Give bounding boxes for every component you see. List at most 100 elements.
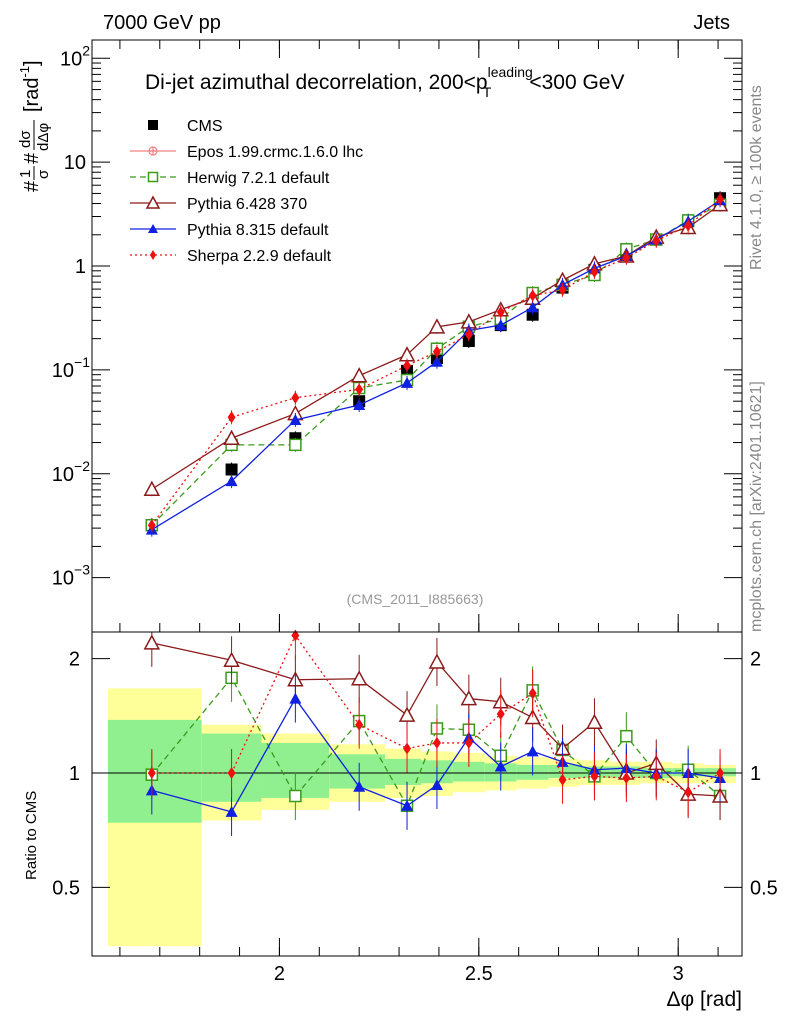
data-point — [428, 318, 446, 334]
ratio-point — [460, 689, 478, 706]
legend-entry: Epos 1.99.crmc.1.6.0 lhc — [130, 144, 363, 161]
analysis-tag: (CMS_2011_I885663) — [347, 591, 484, 607]
data-point — [558, 283, 567, 296]
ratio-point — [590, 770, 599, 783]
data-point — [355, 383, 364, 396]
axes-layer: 102 10 1 10−1 10−2 10−3 2 2 1 1 0.5 0.5 2 2.5 3 — [52, 40, 778, 985]
ratio-point — [147, 767, 156, 780]
y-tick-label: 102 — [60, 42, 90, 70]
legend-label: Herwig 7.2.1 default — [187, 170, 330, 187]
legend-label: Pythia 6.428 370 — [187, 196, 307, 213]
data-point — [496, 306, 505, 319]
ratio-point — [496, 707, 505, 720]
data-point — [403, 359, 412, 372]
data-point — [494, 319, 507, 331]
legend-label: Epos 1.99.crmc.1.6.0 lhc — [187, 144, 363, 161]
data-point — [147, 519, 156, 532]
ratio-tick-label: 2 — [69, 649, 80, 671]
ratio-band-inner — [548, 764, 579, 779]
legend-marker — [145, 195, 161, 209]
svg-text:#: # — [21, 152, 43, 164]
ratio-band-inner — [452, 761, 485, 782]
data-point — [350, 367, 368, 383]
series-sherpa — [147, 192, 725, 533]
ratio-point — [291, 629, 300, 642]
x-tick-label: 3 — [673, 963, 684, 985]
ratio-point — [289, 692, 302, 704]
ratio-point — [225, 805, 238, 817]
data-point — [652, 234, 661, 247]
y-tick-label: 10 — [64, 152, 86, 174]
legend-entry: Herwig 7.2.1 default — [130, 170, 330, 187]
legend-entry: Pythia 6.428 370 — [130, 195, 307, 213]
data-point — [464, 328, 473, 341]
data-point — [430, 355, 443, 367]
ratio-point — [355, 718, 364, 731]
ratio-tick-label-right: 0.5 — [750, 877, 778, 899]
ratio-point — [528, 687, 537, 700]
ratio-uncertainty-bands — [92, 688, 742, 947]
ratio-point — [432, 736, 441, 749]
data-point — [143, 480, 161, 497]
ratio-point — [586, 713, 603, 730]
ratio-point — [684, 786, 693, 799]
ratio-point — [494, 760, 507, 772]
ratio-tick-label: 0.5 — [52, 877, 80, 899]
data-point — [716, 193, 725, 206]
mcplots-site-text: mcplots.cern.ch [arXiv:2401.10621] — [748, 381, 765, 632]
data-point — [353, 398, 366, 410]
data-point — [223, 429, 240, 445]
ratio-axis-label: Ratio to CMS — [23, 791, 40, 880]
legend: CMS Epos 1.99.crmc.1.6.0 lhc Herwig 7.2.1 … — [130, 118, 363, 265]
legend-entry: CMS — [148, 118, 223, 135]
ratio-point — [620, 729, 633, 743]
ratio-series-sherpa — [147, 629, 725, 817]
ratio-point — [353, 780, 366, 792]
ratio-point — [622, 772, 631, 785]
data-point — [225, 475, 238, 487]
rivet-version-text: Rivet 4.1.0, ≥ 100k events — [748, 85, 765, 270]
legend-label: Pythia 8.315 default — [187, 222, 329, 239]
y-tick-label: 10−3 — [52, 562, 90, 590]
ratio-point — [526, 745, 539, 757]
ratio-point — [227, 767, 236, 780]
legend-marker — [147, 171, 159, 183]
ratio-point — [398, 706, 416, 722]
ratio-point — [223, 651, 240, 668]
data-point — [225, 463, 238, 476]
data-point — [684, 219, 693, 232]
y-tick-label: 1 — [75, 256, 86, 278]
legend-marker — [148, 224, 158, 233]
ratio-point — [558, 773, 567, 786]
plot-title: Di-jet azimuthal decorrelation, 200<plea… — [145, 64, 624, 100]
y-axis-label: # 1 σ # dσ dΔφ [rad-1] — [17, 60, 52, 192]
main-series-layer — [143, 191, 729, 537]
legend-entry: Sherpa 2.2.9 default — [130, 248, 332, 265]
legend-marker — [150, 250, 156, 260]
data-point — [227, 411, 236, 424]
data-point — [291, 391, 300, 404]
svg-text:dΔφ: dΔφ — [35, 123, 52, 151]
legend-entry: Pythia 8.315 default — [130, 222, 329, 239]
legend-marker — [148, 120, 158, 130]
data-point — [526, 301, 539, 313]
data-point — [401, 376, 414, 388]
legend-marker — [148, 146, 158, 156]
data-point — [622, 251, 631, 264]
ratio-point — [716, 767, 725, 780]
svg-text:#: # — [21, 180, 43, 192]
ratio-point — [464, 736, 473, 749]
svg-text:[rad-1]: [rad-1] — [17, 60, 43, 112]
legend-label: CMS — [187, 118, 223, 135]
ratio-band-inner — [329, 754, 386, 789]
ratio-point — [289, 789, 302, 803]
data-point — [432, 345, 441, 358]
data-point — [289, 413, 302, 425]
ratio-band-inner — [385, 758, 421, 785]
ratio-plot-frame — [91, 631, 743, 957]
ratio-point — [143, 634, 161, 650]
x-tick-label: 2 — [274, 963, 285, 985]
ratio-point — [430, 778, 443, 790]
y-tick-label: 10−1 — [52, 354, 90, 382]
